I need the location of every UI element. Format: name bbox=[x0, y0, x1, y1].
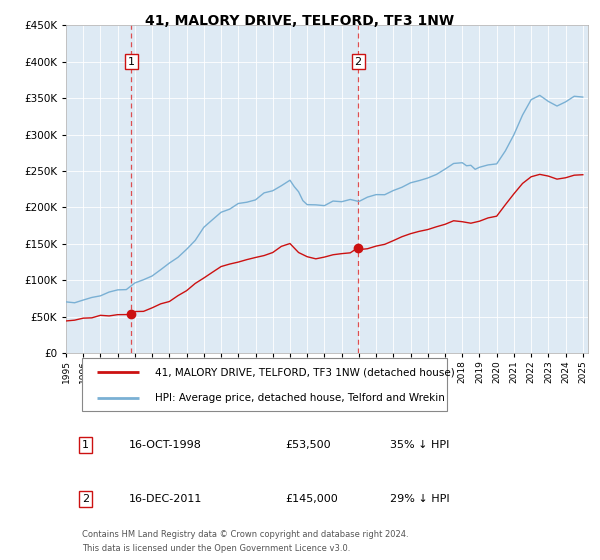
Text: 41, MALORY DRIVE, TELFORD, TF3 1NW: 41, MALORY DRIVE, TELFORD, TF3 1NW bbox=[145, 14, 455, 28]
Text: 1: 1 bbox=[128, 57, 135, 67]
Text: 2: 2 bbox=[355, 57, 362, 67]
Text: 2: 2 bbox=[82, 494, 89, 504]
Text: HPI: Average price, detached house, Telford and Wrekin: HPI: Average price, detached house, Telf… bbox=[155, 393, 445, 403]
Text: This data is licensed under the Open Government Licence v3.0.: This data is licensed under the Open Gov… bbox=[82, 544, 350, 553]
Text: 41, MALORY DRIVE, TELFORD, TF3 1NW (detached house): 41, MALORY DRIVE, TELFORD, TF3 1NW (deta… bbox=[155, 367, 454, 377]
Text: 16-DEC-2011: 16-DEC-2011 bbox=[128, 494, 202, 504]
Text: 16-OCT-1998: 16-OCT-1998 bbox=[128, 440, 202, 450]
Text: £53,500: £53,500 bbox=[285, 440, 331, 450]
Text: £145,000: £145,000 bbox=[285, 494, 338, 504]
FancyBboxPatch shape bbox=[82, 358, 447, 411]
Text: 1: 1 bbox=[82, 440, 89, 450]
Text: 29% ↓ HPI: 29% ↓ HPI bbox=[389, 494, 449, 504]
Text: Contains HM Land Registry data © Crown copyright and database right 2024.: Contains HM Land Registry data © Crown c… bbox=[82, 530, 408, 539]
Text: 35% ↓ HPI: 35% ↓ HPI bbox=[389, 440, 449, 450]
